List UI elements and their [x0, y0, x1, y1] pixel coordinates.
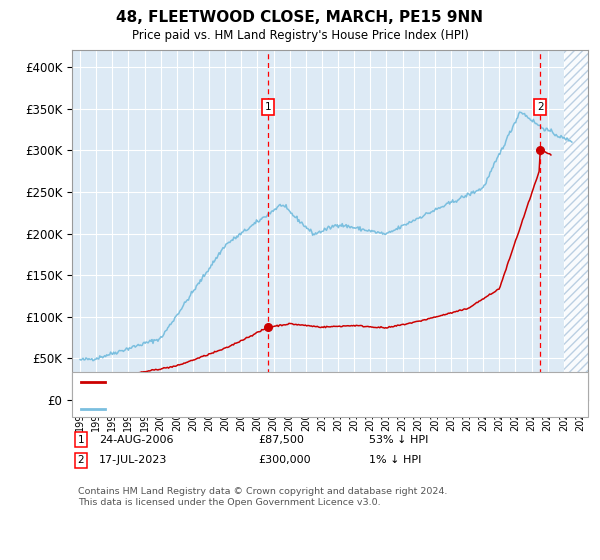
Text: £300,000: £300,000 — [258, 455, 311, 465]
Text: 1: 1 — [265, 102, 271, 112]
Text: 2: 2 — [77, 455, 85, 465]
Text: 48, FLEETWOOD CLOSE, MARCH, PE15 9NN: 48, FLEETWOOD CLOSE, MARCH, PE15 9NN — [116, 10, 484, 25]
Text: 48, FLEETWOOD CLOSE, MARCH, PE15 9NN (detached house): 48, FLEETWOOD CLOSE, MARCH, PE15 9NN (de… — [108, 377, 445, 387]
Text: 53% ↓ HPI: 53% ↓ HPI — [369, 435, 428, 445]
Text: HPI: Average price, detached house, Fenland: HPI: Average price, detached house, Fenl… — [108, 404, 353, 414]
Text: 1: 1 — [77, 435, 85, 445]
Text: 17-JUL-2023: 17-JUL-2023 — [99, 455, 167, 465]
Text: Price paid vs. HM Land Registry's House Price Index (HPI): Price paid vs. HM Land Registry's House … — [131, 29, 469, 42]
Text: £87,500: £87,500 — [258, 435, 304, 445]
Text: 1% ↓ HPI: 1% ↓ HPI — [369, 455, 421, 465]
Text: 2: 2 — [537, 102, 544, 112]
Bar — [564, 42, 596, 400]
Text: 24-AUG-2006: 24-AUG-2006 — [99, 435, 173, 445]
Text: Contains HM Land Registry data © Crown copyright and database right 2024.
This d: Contains HM Land Registry data © Crown c… — [78, 487, 448, 507]
